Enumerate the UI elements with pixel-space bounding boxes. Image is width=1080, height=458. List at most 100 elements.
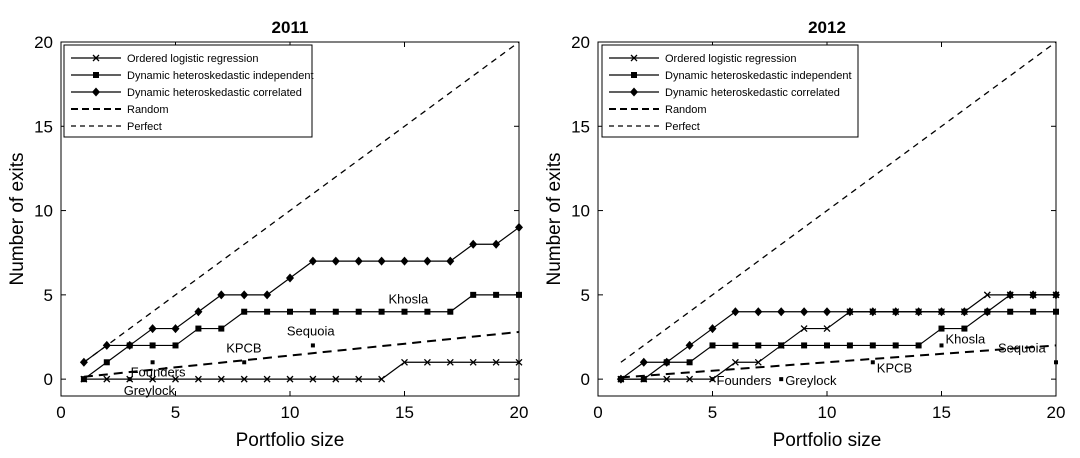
point-x-marker: [800, 325, 808, 333]
point-x-marker: [378, 375, 386, 383]
annotation-marker: [710, 377, 715, 382]
annotation-marker: [242, 360, 247, 365]
point-square-marker: [1030, 308, 1037, 315]
point-diamond-marker: [217, 290, 226, 300]
point-square-marker: [1007, 308, 1014, 315]
annotation-label: Khosla: [946, 331, 987, 346]
y-axis-label: Number of exits: [544, 152, 565, 285]
y-tick-label: 5: [44, 286, 53, 305]
legend-box: [601, 44, 859, 138]
point-x-marker: [149, 375, 157, 383]
point-diamond-marker: [515, 222, 523, 232]
x-tick-label: 10: [818, 403, 837, 422]
point-diamond-marker: [754, 307, 763, 317]
point-x-marker: [240, 375, 248, 383]
point-diamond-marker: [308, 256, 317, 266]
annotation-label: Founders: [717, 373, 772, 388]
point-square-marker: [846, 342, 853, 349]
y-tick-label: 0: [581, 370, 590, 389]
annotation-label: Sequoia: [287, 323, 335, 338]
series-line-0: [620, 294, 1056, 380]
legend-label: Random: [665, 104, 707, 116]
legend-label: Dynamic heteroskedastic independent: [127, 70, 314, 82]
point-square-marker: [755, 342, 762, 349]
point-square-marker: [869, 342, 876, 349]
y-axis-label: Number of exits: [7, 152, 28, 285]
legend-label: Ordered logistic regression: [127, 53, 258, 65]
point-square-marker: [241, 308, 248, 315]
point-x-marker: [983, 291, 991, 299]
point-square-marker: [824, 342, 830, 349]
point-square-marker: [778, 342, 785, 349]
point-diamond-marker: [125, 340, 134, 350]
legend-x-marker: [630, 54, 638, 62]
point-diamond-marker: [937, 307, 946, 317]
point-diamond-marker: [331, 256, 340, 266]
point-square-marker: [195, 325, 202, 332]
annotation-marker: [310, 343, 315, 348]
series-line-0: [83, 361, 519, 380]
series-line-2: [83, 226, 520, 363]
y-tick-label: 15: [571, 117, 590, 136]
point-diamond-marker: [377, 256, 386, 266]
point-x-marker: [663, 375, 671, 383]
series-line-3: [620, 344, 1057, 379]
point-diamond-marker: [914, 307, 923, 317]
x-axis-label: Portfolio size: [773, 430, 882, 451]
chart-panel-2012: 2012 0 5 10 15 20 0 5 10 15 20 Portfolio size Number…: [544, 18, 1065, 451]
annotation-marker: [150, 360, 155, 365]
point-diamond-marker: [423, 256, 432, 266]
point-diamond-marker: [845, 307, 854, 317]
series-line-2: [620, 294, 1056, 380]
legend-square-marker: [631, 72, 637, 78]
legend: Ordered logistic regression Dynamic heter…: [63, 44, 314, 138]
point-square-marker: [938, 325, 945, 332]
point-x-marker: [423, 358, 431, 366]
chart-panel-2011: 2011 0 5 10 15 20 0 5 10 15 20 Portfolio size Number…: [7, 18, 528, 451]
point-x-marker: [754, 358, 762, 366]
series-line-1: [620, 311, 1056, 380]
x-tick-label: 15: [932, 403, 951, 422]
point-square-marker: [378, 308, 385, 315]
point-square-marker: [961, 325, 968, 332]
point-diamond-marker: [400, 256, 409, 266]
x-tick-label: 15: [395, 403, 414, 422]
point-diamond-marker: [823, 307, 831, 317]
point-square-marker: [493, 291, 500, 298]
point-x-marker: [731, 358, 739, 366]
legend-square-marker: [93, 72, 99, 78]
annotation-label: Khosla: [389, 292, 430, 307]
x-tick-label: 0: [593, 403, 602, 422]
point-diamond-marker: [1052, 290, 1060, 300]
x-tick-label: 5: [708, 403, 717, 422]
point-x-marker: [172, 375, 179, 383]
annotation-marker: [127, 377, 132, 382]
point-square-marker: [218, 325, 225, 332]
point-diamond-marker: [492, 239, 501, 249]
legend-label: Dynamic heteroskedastic correlated: [665, 87, 840, 99]
x-tick-label: 20: [510, 403, 529, 422]
point-diamond-marker: [1006, 290, 1015, 300]
point-x-marker: [103, 375, 111, 383]
point-x-marker: [263, 375, 271, 383]
point-square-marker: [332, 308, 339, 315]
annotation-label: KPCB: [877, 360, 912, 375]
point-diamond-marker: [891, 307, 900, 317]
x-axis-label: Portfolio size: [236, 430, 345, 451]
annotation-marker: [779, 377, 784, 382]
point-square-marker: [264, 308, 271, 315]
point-x-marker: [309, 375, 317, 383]
legend: Ordered logistic regression Dynamic heter…: [601, 44, 859, 138]
point-x-marker: [686, 375, 694, 383]
legend-label: Dynamic heteroskedastic correlated: [127, 87, 302, 99]
point-x-marker: [194, 375, 202, 383]
legend-label: Perfect: [127, 121, 162, 133]
y-tick-label: 15: [34, 117, 53, 136]
legend-label: Perfect: [665, 121, 700, 133]
y-tick-label: 0: [44, 370, 53, 389]
point-diamond-marker: [868, 307, 877, 317]
annotation-marker: [1054, 360, 1058, 365]
series-line-4: [83, 41, 520, 363]
point-square-marker: [709, 342, 716, 349]
